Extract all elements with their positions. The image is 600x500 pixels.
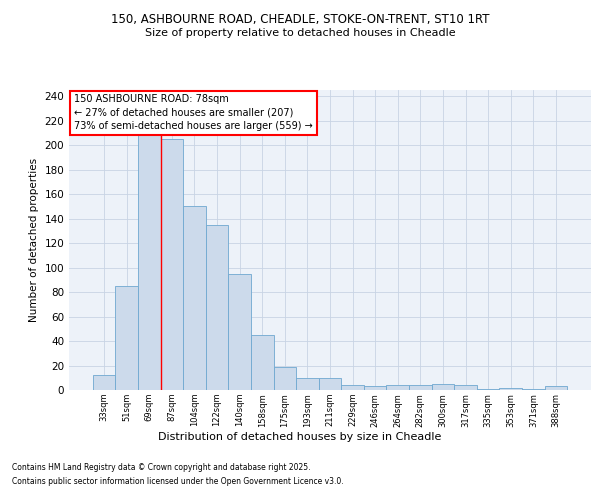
Text: 150 ASHBOURNE ROAD: 78sqm
← 27% of detached houses are smaller (207)
73% of semi: 150 ASHBOURNE ROAD: 78sqm ← 27% of detac…: [74, 94, 313, 131]
Bar: [251, 335, 274, 390]
Bar: [115, 286, 138, 390]
Bar: [499, 388, 522, 390]
Bar: [364, 386, 386, 390]
Text: Size of property relative to detached houses in Cheadle: Size of property relative to detached ho…: [145, 28, 455, 38]
Bar: [161, 139, 183, 390]
Bar: [296, 378, 319, 390]
Text: Contains HM Land Registry data © Crown copyright and database right 2025.: Contains HM Land Registry data © Crown c…: [12, 464, 311, 472]
Y-axis label: Number of detached properties: Number of detached properties: [29, 158, 39, 322]
Bar: [522, 389, 545, 390]
Bar: [319, 378, 341, 390]
Bar: [274, 366, 296, 390]
Bar: [183, 206, 206, 390]
Bar: [341, 385, 364, 390]
Bar: [386, 385, 409, 390]
Text: Distribution of detached houses by size in Cheadle: Distribution of detached houses by size …: [158, 432, 442, 442]
Bar: [93, 376, 115, 390]
Text: 150, ASHBOURNE ROAD, CHEADLE, STOKE-ON-TRENT, ST10 1RT: 150, ASHBOURNE ROAD, CHEADLE, STOKE-ON-T…: [111, 12, 489, 26]
Bar: [545, 386, 567, 390]
Bar: [138, 133, 161, 390]
Bar: [454, 385, 477, 390]
Text: Contains public sector information licensed under the Open Government Licence v3: Contains public sector information licen…: [12, 477, 344, 486]
Bar: [477, 389, 499, 390]
Bar: [206, 224, 229, 390]
Bar: [409, 385, 431, 390]
Bar: [229, 274, 251, 390]
Bar: [431, 384, 454, 390]
